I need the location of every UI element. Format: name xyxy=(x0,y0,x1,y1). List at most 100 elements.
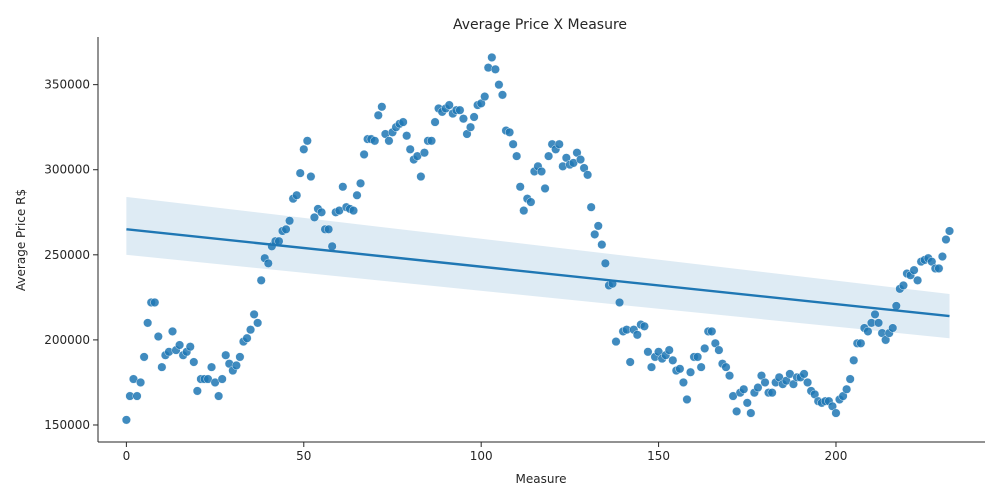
data-point xyxy=(686,367,696,377)
data-point xyxy=(309,212,319,222)
data-point xyxy=(937,252,947,262)
chart-title: Average Price X Measure xyxy=(453,17,627,33)
data-point xyxy=(891,301,901,311)
data-point xyxy=(235,352,245,362)
data-point xyxy=(583,170,593,180)
x-tick-label: 50 xyxy=(296,449,311,463)
data-point xyxy=(469,112,479,122)
data-point xyxy=(490,64,500,74)
data-point xyxy=(707,326,717,336)
data-point xyxy=(168,326,178,336)
data-point xyxy=(370,136,380,146)
data-point xyxy=(295,168,305,178)
data-point xyxy=(909,265,919,275)
y-tick-label: 350000 xyxy=(44,78,90,92)
data-point xyxy=(373,110,383,120)
data-point xyxy=(845,374,855,384)
data-point xyxy=(231,360,241,370)
data-point xyxy=(760,377,770,387)
data-point xyxy=(700,343,710,353)
data-point xyxy=(480,92,490,102)
data-point xyxy=(646,362,656,372)
data-point xyxy=(338,182,348,192)
data-point xyxy=(611,337,621,347)
data-point xyxy=(639,321,649,331)
data-point xyxy=(831,408,841,418)
data-point xyxy=(263,258,273,268)
data-point xyxy=(870,309,880,319)
data-point xyxy=(898,280,908,290)
data-point xyxy=(348,206,358,216)
data-point xyxy=(121,415,131,425)
data-point xyxy=(725,371,735,381)
x-tick-label: 0 xyxy=(123,449,131,463)
data-point xyxy=(157,362,167,372)
data-point xyxy=(515,182,525,192)
data-point xyxy=(214,391,224,401)
data-point xyxy=(799,369,809,379)
data-point xyxy=(945,226,955,236)
data-point xyxy=(615,297,625,307)
data-point xyxy=(189,357,199,367)
data-point xyxy=(359,149,369,159)
regression-line-layer xyxy=(126,228,950,318)
data-point xyxy=(554,139,564,149)
data-point xyxy=(632,330,642,340)
x-tick-label: 100 xyxy=(470,449,493,463)
data-point xyxy=(327,241,337,251)
x-axis-title: Measure xyxy=(516,472,567,486)
data-point xyxy=(739,384,749,394)
data-point xyxy=(540,183,550,193)
data-point xyxy=(537,166,547,176)
data-point xyxy=(356,178,366,188)
data-point xyxy=(753,383,763,393)
data-point xyxy=(597,240,607,250)
data-point xyxy=(249,309,259,319)
data-point xyxy=(253,318,263,328)
data-point xyxy=(416,172,426,182)
data-point xyxy=(256,275,266,285)
data-point xyxy=(444,100,454,110)
data-point xyxy=(402,131,412,141)
data-point xyxy=(512,151,522,161)
data-point xyxy=(888,323,898,333)
data-point xyxy=(405,144,415,154)
data-point xyxy=(317,207,327,217)
data-point xyxy=(150,297,160,307)
data-point xyxy=(427,136,437,146)
data-point xyxy=(863,326,873,336)
data-point xyxy=(324,224,334,234)
data-point xyxy=(352,190,362,200)
data-point xyxy=(732,406,742,416)
data-point xyxy=(487,52,497,62)
data-point xyxy=(934,263,944,273)
data-point xyxy=(299,144,309,154)
data-point xyxy=(714,345,724,355)
confidence-band-layer xyxy=(126,196,950,339)
data-point xyxy=(856,338,866,348)
data-point xyxy=(217,374,227,384)
y-tick-label: 150000 xyxy=(44,418,90,432)
data-point xyxy=(242,333,252,343)
x-tick-label: 200 xyxy=(825,449,848,463)
data-point xyxy=(175,340,185,350)
data-point xyxy=(721,362,731,372)
data-point xyxy=(192,386,202,396)
x-tick-label: 150 xyxy=(647,449,670,463)
data-point xyxy=(668,355,678,365)
data-point xyxy=(746,408,756,418)
data-point xyxy=(849,355,859,365)
data-point xyxy=(455,105,465,115)
data-point xyxy=(544,151,554,161)
data-point xyxy=(678,377,688,387)
data-point xyxy=(913,275,923,285)
data-point xyxy=(143,318,153,328)
data-point xyxy=(494,80,504,90)
data-point xyxy=(682,394,692,404)
data-point xyxy=(586,202,596,212)
data-point xyxy=(593,221,603,231)
data-point xyxy=(664,345,674,355)
data-point xyxy=(306,172,316,182)
data-point xyxy=(842,384,852,394)
data-point xyxy=(466,122,476,132)
